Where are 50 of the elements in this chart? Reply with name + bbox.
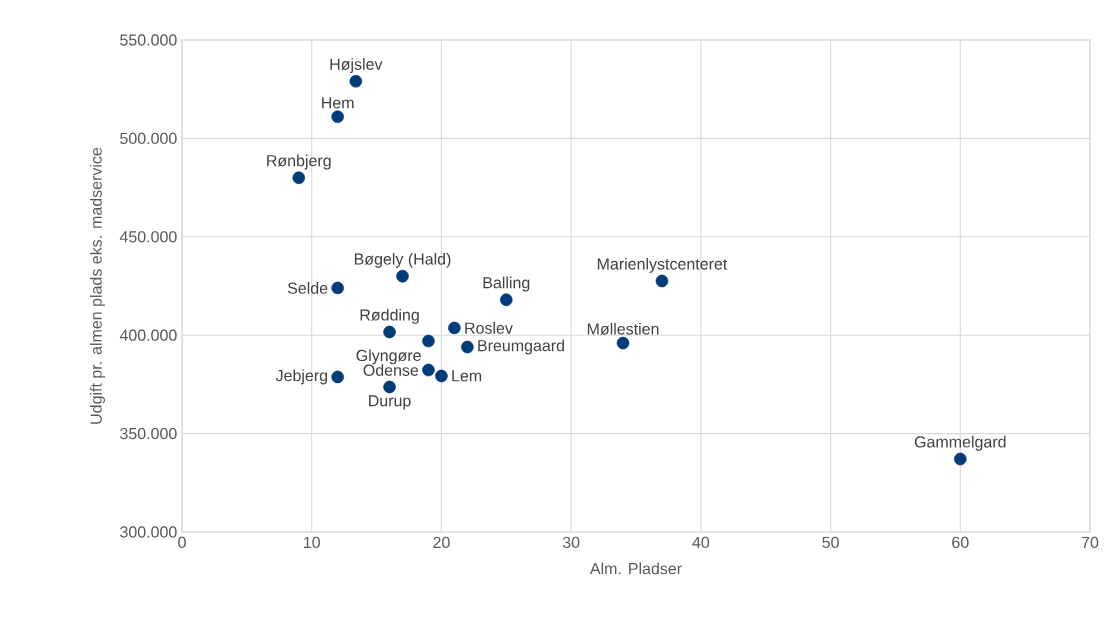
point xyxy=(461,340,474,354)
point xyxy=(331,370,344,384)
series-label: Marienlystcenteret xyxy=(597,257,728,273)
series-label: Møllestien xyxy=(587,322,659,335)
point xyxy=(954,452,967,466)
point xyxy=(383,325,396,339)
point xyxy=(422,363,435,377)
point xyxy=(349,75,363,88)
y-tick-label: 500.000 xyxy=(120,132,177,145)
series-label: Lem xyxy=(452,370,482,382)
y-tick-label: 450.000 xyxy=(119,231,177,243)
series-label: Rønbjerg xyxy=(267,154,331,170)
y-tick-label: 550.000 xyxy=(120,34,177,46)
series-label: Odense xyxy=(363,364,419,376)
x-tick-label: 0 xyxy=(178,536,186,549)
y-axis-title: Udgift pr. almen plads eks. madservice xyxy=(90,147,105,424)
y-tick-label: 300.000 xyxy=(120,526,177,538)
x-tick-label: 10 xyxy=(304,536,320,549)
series-label: Hem xyxy=(322,97,354,109)
series-label: Glyngøre xyxy=(356,349,421,365)
series-label: Højslev xyxy=(330,58,383,74)
series-label: Durup xyxy=(369,395,411,410)
series-label: Breumgaard xyxy=(478,339,564,355)
y-tick-label: 400.000 xyxy=(119,329,177,341)
y-tick-label: 350.000 xyxy=(120,427,177,440)
series-label: Jebjerg xyxy=(275,369,328,385)
point xyxy=(655,274,669,288)
x-axis-title: Alm. Pladser xyxy=(589,562,682,575)
x-tick-label: 70 xyxy=(1081,536,1099,549)
point xyxy=(331,281,344,295)
point xyxy=(396,269,409,283)
point xyxy=(616,336,630,350)
series-label: Rødding xyxy=(360,308,419,324)
point xyxy=(292,171,306,185)
point xyxy=(331,110,344,124)
point xyxy=(448,321,461,335)
series-label: Roslev xyxy=(465,322,513,334)
x-tick-label: 50 xyxy=(822,536,839,549)
point xyxy=(383,380,396,394)
series-label: Gammelgard xyxy=(914,435,1006,451)
series-label: Selde xyxy=(287,282,328,294)
series-label: Bøgely (Hald) xyxy=(354,252,451,268)
x-tick-label: 20 xyxy=(433,536,450,549)
x-tick-label: 30 xyxy=(562,536,580,549)
x-tick-label: 40 xyxy=(692,536,710,549)
x-tick-label: 60 xyxy=(952,536,969,549)
point xyxy=(422,334,435,348)
series-label: Balling xyxy=(483,276,530,292)
point xyxy=(500,293,513,307)
point xyxy=(435,369,448,383)
